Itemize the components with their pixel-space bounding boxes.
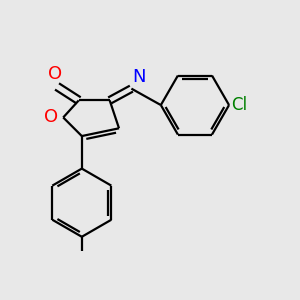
Text: N: N (132, 68, 146, 85)
Text: O: O (44, 109, 58, 127)
Text: Cl: Cl (232, 96, 247, 114)
Text: O: O (48, 65, 62, 83)
